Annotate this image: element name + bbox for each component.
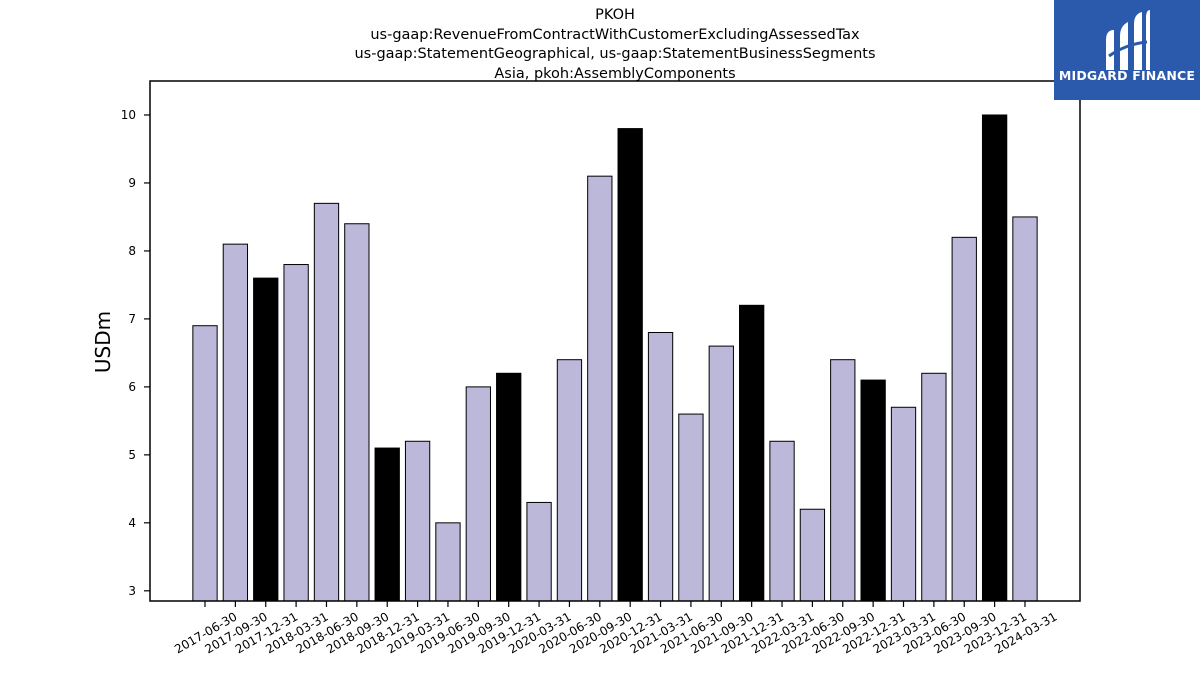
y-tick-label: 9	[128, 176, 136, 190]
y-tick-label: 5	[128, 448, 136, 462]
bar-2021-09-30	[708, 345, 734, 602]
y-tick-label: 7	[128, 312, 136, 326]
bar-2021-12-31	[739, 304, 765, 602]
y-tick-label: 6	[128, 380, 136, 394]
bar-2017-12-31	[253, 277, 279, 602]
chart-title: PKOH	[595, 7, 635, 23]
bar-2020-09-30	[587, 175, 613, 602]
midgard-finance-logo: MIDGARD FINANCE	[1054, 0, 1200, 100]
x-axis: 2017-06-302017-09-302017-12-312018-03-31…	[172, 601, 1059, 656]
bar-2019-06-30	[435, 522, 461, 602]
bar-2018-06-30	[313, 202, 340, 602]
bar-2017-09-30	[222, 243, 249, 602]
bar-2021-06-30	[678, 413, 704, 602]
y-tick-label: 8	[128, 244, 136, 258]
bar-2021-03-31	[647, 332, 674, 602]
bar-2018-12-31	[374, 447, 400, 602]
logo-mark-icon	[1054, 0, 1200, 100]
y-tick-label: 4	[128, 516, 136, 530]
bar-2023-03-31	[890, 406, 917, 602]
chart-subtitle-line-2: us-gaap:StatementGeographical, us-gaap:S…	[354, 46, 876, 62]
y-axis: 3 4 5 6 7 8 9 10	[121, 108, 150, 598]
bar-2020-06-30	[556, 359, 583, 602]
y-axis-label: USDm	[91, 311, 115, 373]
bar-2024-03-31	[1012, 216, 1038, 602]
bar-2019-03-31	[404, 440, 431, 602]
bar-2022-09-30	[830, 359, 856, 602]
bar-2020-12-31	[617, 128, 643, 602]
y-tick-label: 10	[121, 108, 136, 122]
bar-2017-06-30	[192, 325, 218, 602]
bar-2022-12-31	[860, 379, 886, 602]
bar-2023-09-30	[951, 236, 977, 602]
bar-2022-06-30	[799, 508, 826, 602]
y-tick-label: 3	[128, 584, 136, 598]
bar-2022-03-31	[769, 440, 795, 602]
bar-2023-06-30	[921, 372, 947, 602]
bar-2020-03-31	[526, 501, 552, 602]
plot-frame	[149, 80, 1081, 602]
chart-subtitle-line-1: us-gaap:RevenueFromContractWithCustomerE…	[370, 26, 860, 43]
bar-2019-12-31	[496, 372, 522, 602]
bar-series	[192, 114, 1038, 602]
logo-text: MIDGARD FINANCE	[1058, 68, 1196, 83]
chart-subtitle-line-3: Asia, pkoh:AssemblyComponents	[494, 65, 736, 82]
chart-title-block: PKOH us-gaap:RevenueFromContractWithCust…	[0, 6, 1200, 84]
bar-2018-09-30	[344, 223, 370, 602]
bar-2019-09-30	[465, 386, 491, 602]
bar-2023-12-31	[981, 114, 1008, 602]
bar-2018-03-31	[283, 264, 309, 602]
